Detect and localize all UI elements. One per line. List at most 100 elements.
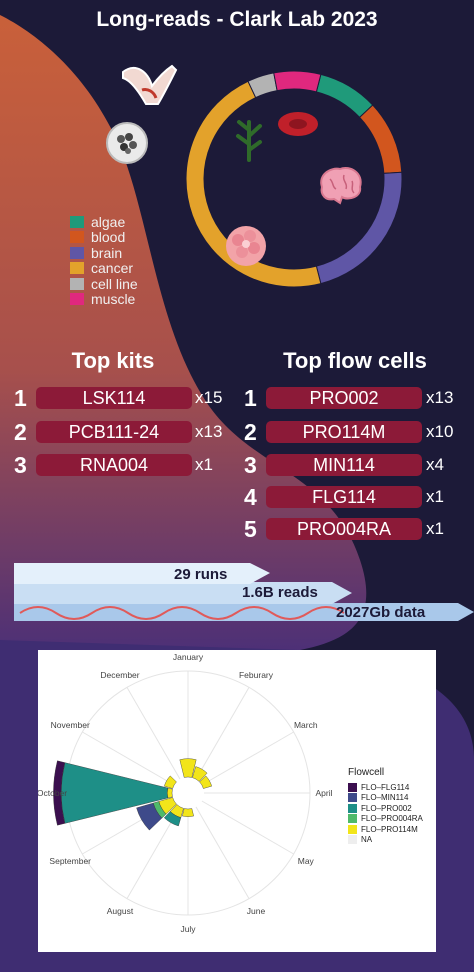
legend-swatch <box>348 835 357 845</box>
page-title: Long-reads - Clark Lab 2023 <box>96 8 378 31</box>
petri-dish-icon <box>106 122 148 164</box>
sequence-wave <box>19 606 345 620</box>
flowcell-legend-item: FLO–PRO114M <box>348 824 423 835</box>
rose-chart-svg: January Feburary March April May June July Augu… <box>38 652 333 934</box>
month-label: May <box>298 856 315 866</box>
legend-swatch <box>70 231 84 244</box>
flowcell-legend-item: FLO–PRO002 <box>348 803 423 814</box>
legend-swatch <box>348 814 357 824</box>
legend-swatch <box>348 793 357 803</box>
top-flow-cells-heading: Top flow cells <box>283 348 427 373</box>
flowcell-rank: 5 <box>244 516 257 542</box>
month-label: November <box>51 720 90 730</box>
flowcell-name: PRO004RA <box>266 518 422 540</box>
flowcell-legend-item: NA <box>348 835 423 846</box>
flowcell-row: 4 FLG114 x1 <box>244 484 470 510</box>
flowcell-count: x10 <box>426 422 454 441</box>
grid-spoke <box>195 806 250 899</box>
legend-swatch <box>70 277 84 290</box>
rose-bar-november <box>164 775 177 789</box>
kit-rank: 3 <box>14 452 27 478</box>
month-label: June <box>247 906 266 916</box>
kit-rank: 2 <box>14 419 27 445</box>
grid-spoke <box>201 731 294 786</box>
arm-muscle-icon <box>122 64 178 105</box>
kit-name: PCB111-24 <box>36 421 192 443</box>
rose-bar-october <box>166 787 173 799</box>
flowcell-legend-item: FLO–PRO004RA <box>348 814 423 825</box>
grid-spoke <box>195 687 250 780</box>
month-label: December <box>100 670 139 680</box>
grid-spoke <box>126 687 181 780</box>
legend-swatch <box>70 246 84 259</box>
flowcell-legend-item: FLO–FLG114 <box>348 782 423 793</box>
kit-row: 2 PCB111-24 x13 <box>14 419 234 445</box>
flowcell-count: x1 <box>426 487 444 506</box>
legend-item-brain: brain <box>70 245 138 261</box>
flowcell-name: PRO114M <box>266 421 422 443</box>
flowcell-legend-item: FLO–MIN114 <box>348 793 423 804</box>
legend-swatch <box>348 824 357 834</box>
flowcell-name: MIN114 <box>266 454 422 476</box>
donut-segment-muscle <box>273 70 322 93</box>
donut-segment-algae <box>315 73 374 119</box>
donut-legend: algae blood brain cancer cell line muscl… <box>70 214 138 307</box>
rose-bar-july <box>182 808 194 817</box>
algae-icon <box>236 120 262 162</box>
month-label: Feburary <box>239 670 274 680</box>
kit-row: 3 RNA004 x1 <box>14 452 234 478</box>
flowcell-rank: 4 <box>244 484 257 510</box>
flowcell-name: FLG114 <box>266 486 422 508</box>
month-label: April <box>315 788 332 798</box>
legend-swatch <box>70 293 84 306</box>
legend-swatch <box>348 782 357 792</box>
sample-type-donut-chart <box>185 70 403 288</box>
rose-bar-october <box>53 760 66 826</box>
data-arrow <box>14 603 474 621</box>
flowcell-legend: Flowcell FLO–FLG114 FLO–MIN114 FLO–PRO00… <box>348 767 423 845</box>
flowcell-count: x1 <box>426 519 444 538</box>
kit-name: LSK114 <box>36 387 192 409</box>
grid-spoke <box>82 731 175 786</box>
month-label: October <box>38 788 67 798</box>
month-label: July <box>180 924 196 934</box>
blood-cell-icon <box>278 112 318 136</box>
tumor-cells-icon <box>226 226 266 266</box>
legend-item-cancer: cancer <box>70 261 138 277</box>
flowcell-row: 2 PRO114M x10 <box>244 419 470 445</box>
rose-bar-august <box>163 811 182 827</box>
flowcell-count: x13 <box>426 388 454 407</box>
month-label: August <box>107 906 134 916</box>
grid-spoke <box>201 800 294 855</box>
kit-count: x1 <box>195 455 213 474</box>
kit-count: x15 <box>195 388 223 407</box>
legend-item-cell-line: cell line <box>70 276 138 292</box>
kit-row: 1 LSK114 x15 <box>14 385 234 411</box>
legend-item-muscle: muscle <box>70 292 138 308</box>
kit-rank: 1 <box>14 385 27 411</box>
brain-icon <box>320 167 362 205</box>
flowcell-rank: 1 <box>244 385 257 411</box>
rose-bar-feburary <box>192 766 208 782</box>
month-label: September <box>49 856 91 866</box>
kit-name: RNA004 <box>36 454 192 476</box>
flowcell-row: 3 MIN114 x4 <box>244 452 470 478</box>
flowcell-row: 5 PRO004RA x1 <box>244 516 470 542</box>
runs-stat: 29 runs <box>174 566 228 583</box>
flowcell-rank: 2 <box>244 419 257 445</box>
center-hole <box>172 777 204 809</box>
reads-stat: 1.6B reads <box>242 584 318 601</box>
flowcell-legend-title: Flowcell <box>348 767 385 778</box>
rose-bar-march <box>199 775 212 789</box>
flowcell-count: x4 <box>426 455 444 474</box>
data-stat: 2027Gb data <box>336 604 426 621</box>
kit-count: x13 <box>195 422 223 441</box>
flowcell-row: 1 PRO002 x13 <box>244 385 470 411</box>
rose-bar-january <box>179 758 197 778</box>
legend-swatch <box>348 803 357 813</box>
rose-bar-september <box>136 802 163 831</box>
legend-item-blood: blood <box>70 230 138 246</box>
month-label: January <box>173 652 204 662</box>
legend-item-algae: algae <box>70 214 138 230</box>
